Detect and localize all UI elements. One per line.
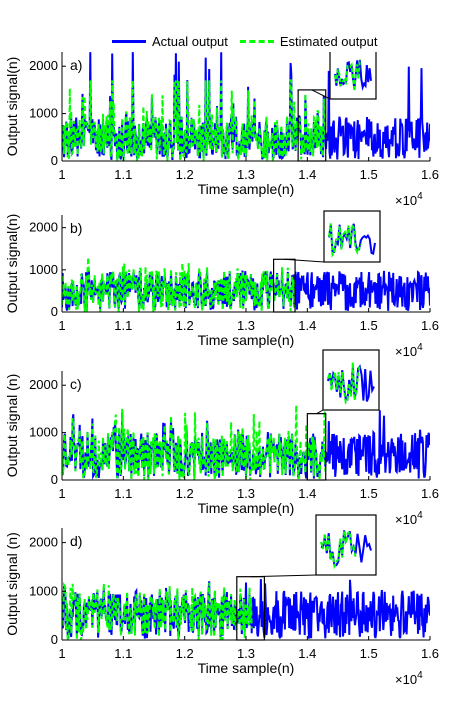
y-tick-label-4-2: 2000 [29, 535, 58, 550]
zoom-series-estimated-3 [327, 362, 361, 405]
zoom-series-estimated-4 [320, 530, 357, 570]
x-multiplier-3: ×104 [395, 510, 423, 527]
series-estimated-output-2 [62, 257, 296, 312]
chart-panel-1: 1 1.1 1.2 1.3 1.4 1.5 1.6 0 1000 2000 Time sample(… [4, 47, 439, 208]
y-tick-label-4-0: 0 [51, 632, 58, 647]
x-tick-label-2-6: 1.6 [421, 318, 439, 333]
x-tick-label-4-5: 1.5 [360, 646, 378, 661]
x-multiplier-1: ×104 [395, 191, 423, 208]
x-tick-label-1-3: 1.3 [237, 167, 255, 182]
y-tick-label-3-1: 1000 [29, 425, 58, 440]
y-axis-label-2: Output signal(n) [4, 214, 20, 314]
x-tick-label-2-5: 1.5 [360, 318, 378, 333]
y-tick-label-1-1: 1000 [29, 106, 58, 121]
chart-panel-2: 1 1.1 1.2 1.3 1.4 1.5 1.6 0 1000 2000 Time sample(… [4, 210, 439, 359]
x-tick-label-4-6: 1.6 [421, 646, 439, 661]
zoom-series-estimated-1 [334, 59, 361, 92]
x-tick-label-3-3: 1.3 [237, 486, 255, 501]
panel-label-4: d) [70, 533, 82, 549]
legend: Actual output Estimated output [112, 30, 390, 52]
panel-label-3: c) [70, 376, 82, 392]
x-tick-label-1-5: 1.5 [360, 167, 378, 182]
legend-item-actual: Actual output [112, 34, 228, 49]
plot-area-4 [62, 579, 430, 640]
panel-label-2: b) [70, 220, 82, 236]
x-tick-label-2-3: 1.3 [237, 318, 255, 333]
x-tick-label-2-2: 1.2 [176, 318, 194, 333]
x-tick-label-4-4: 1.4 [298, 646, 316, 661]
x-tick-label-3-4: 1.4 [298, 486, 316, 501]
series-estimated-output-3 [62, 405, 327, 480]
chart-panel-4: 1 1.1 1.2 1.3 1.4 1.5 1.6 0 1000 2000 Time sample(… [4, 514, 439, 687]
x-tick-label-2-4: 1.4 [298, 318, 316, 333]
y-tick-label-2-0: 0 [51, 304, 58, 319]
zoom-connector-4 [250, 574, 317, 578]
x-tick-label-2-0: 1 [58, 318, 65, 333]
x-axis-label-3: Time sample(n) [198, 500, 295, 516]
x-tick-label-4-1: 1.1 [114, 646, 132, 661]
y-tick-label-2-1: 1000 [29, 262, 58, 277]
plot-area-2 [62, 257, 430, 312]
x-tick-label-4-2: 1.2 [176, 646, 194, 661]
y-tick-label-3-0: 0 [51, 472, 58, 487]
x-tick-label-4-0: 1 [58, 646, 65, 661]
legend-swatch-estimated [239, 39, 274, 43]
x-tick-label-3-5: 1.5 [360, 486, 378, 501]
zoom-connector-1 [311, 89, 331, 100]
y-tick-label-4-1: 1000 [29, 583, 58, 598]
x-tick-label-2-1: 1.1 [114, 318, 132, 333]
x-tick-label-3-2: 1.2 [176, 486, 194, 501]
x-tick-label-1-1: 1.1 [114, 167, 132, 182]
x-axis-label-1: Time sample(n) [198, 181, 295, 197]
series-estimated-output-1 [62, 79, 327, 161]
series-estimated-output-4 [62, 581, 253, 640]
x-tick-label-3-1: 1.1 [114, 486, 132, 501]
x-tick-label-1-2: 1.2 [176, 167, 194, 182]
zoom-series-estimated-2 [328, 222, 362, 258]
y-axis-label-1: Output signal(n) [4, 57, 20, 157]
legend-swatch-actual [112, 39, 146, 43]
x-axis-label-2: Time sample(n) [198, 332, 295, 348]
x-multiplier-4: ×104 [395, 670, 423, 687]
x-tick-label-1-0: 1 [58, 167, 65, 182]
x-tick-label-4-3: 1.3 [237, 646, 255, 661]
x-tick-label-1-4: 1.4 [298, 167, 316, 182]
panel-label-1: a) [70, 57, 82, 73]
plot-area-3 [62, 405, 430, 480]
y-axis-label-3: Output signal (n) [4, 374, 20, 478]
chart-panel-3: 1 1.1 1.2 1.3 1.4 1.5 1.6 0 1000 2000 Time sample(… [4, 349, 439, 527]
y-tick-label-1-0: 0 [51, 153, 58, 168]
y-axis-label-4: Output signal (n) [4, 532, 20, 636]
legend-label-estimated: Estimated output [279, 33, 378, 49]
x-tick-label-3-0: 1 [58, 486, 65, 501]
zoom-connector-2 [284, 258, 325, 263]
legend-label-actual: Actual output [152, 33, 228, 49]
zoom-connector-3 [316, 409, 324, 415]
y-tick-label-3-2: 2000 [29, 377, 58, 392]
y-tick-label-2-2: 2000 [29, 220, 58, 235]
x-tick-label-3-6: 1.6 [421, 486, 439, 501]
y-tick-label-1-2: 2000 [29, 58, 58, 73]
legend-item-estimated: Estimated output [239, 33, 378, 49]
x-multiplier-2: ×104 [395, 342, 423, 359]
x-tick-label-1-6: 1.6 [421, 167, 439, 182]
x-axis-label-4: Time sample(n) [198, 660, 295, 676]
